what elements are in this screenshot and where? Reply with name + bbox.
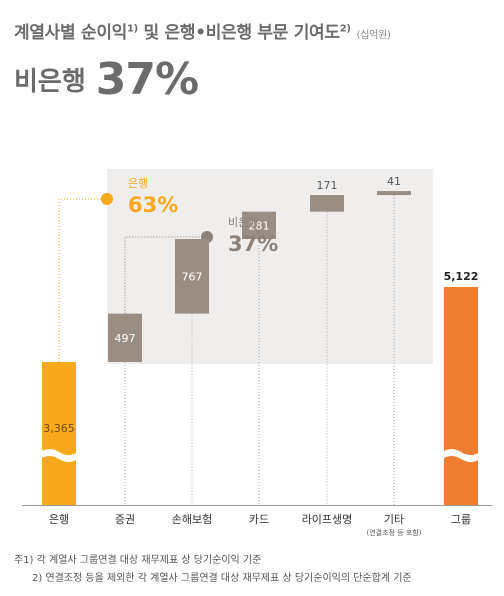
bar-value-label: 171 — [317, 179, 338, 192]
category-label: 증권 — [115, 513, 135, 526]
bar-value-label: 767 — [182, 270, 203, 283]
category-label: 그룹 — [451, 513, 471, 526]
footnotes: 주1) 각 계열사 그룹연결 대상 재무제표 상 당기순이익 기준 2) 연결조… — [14, 552, 412, 588]
bank-share-label: 은행 — [128, 177, 148, 190]
bar-value-label: 281 — [249, 219, 270, 232]
headline: 비은행 37% — [14, 54, 199, 105]
footnote-2: 2) 연결조정 등을 제외한 각 계열사 그룹연결 대상 재무제표 상 당기순이… — [32, 573, 412, 584]
headline-value: 37% — [95, 54, 199, 105]
title-footnote-mark-2: 2) — [339, 23, 351, 35]
footnote-1: 주1) 각 계열사 그룹연결 대상 재무제표 상 당기순이익 기준 — [14, 555, 262, 566]
bar-value-label: 497 — [115, 332, 136, 345]
title-text-middle: 및 은행•비은행 부문 기여도 — [137, 23, 340, 43]
title-text: 계열사별 순이익 — [14, 23, 127, 43]
nonbank-share-value: 37% — [228, 232, 278, 256]
category-label: 기타 — [384, 513, 404, 526]
unit-label: (십억원) — [356, 30, 391, 41]
bar-nonbank-4 — [310, 195, 344, 212]
bar-value-label: 3,365 — [43, 422, 75, 435]
nonbank-contribution-band — [107, 169, 433, 364]
bar-nonbank-2 — [175, 239, 209, 314]
bar-nonbank-1 — [108, 313, 142, 362]
axis-break-mark — [40, 449, 78, 462]
nonbank-share-label: 비은행 — [228, 216, 258, 229]
bar-bank-0 — [42, 362, 76, 505]
axis-break-mark — [442, 449, 480, 462]
bank-share-value: 63% — [128, 193, 178, 217]
bar-nonbank-3 — [242, 211, 276, 240]
title-footnote-mark-1: 1) — [127, 23, 138, 35]
bar-total-6 — [444, 287, 478, 505]
bar-nonbank-5 — [377, 191, 411, 196]
bank-callout-leader — [58, 198, 107, 362]
category-sublabel: (연결조정 등 포함) — [367, 528, 422, 537]
category-label: 카드 — [249, 513, 269, 526]
category-label: 라이프생명 — [302, 513, 353, 526]
bar-value-label: 41 — [387, 175, 401, 188]
category-label: 손해보험 — [172, 512, 212, 526]
category-label: 은행 — [49, 513, 69, 526]
headline-label: 비은행 — [14, 67, 86, 97]
bar-value-label: 5,122 — [444, 270, 479, 283]
chart-title: 계열사별 순이익1) 및 은행•비은행 부문 기여도2) (십억원) — [14, 18, 391, 43]
bank-callout-dot — [101, 193, 113, 205]
